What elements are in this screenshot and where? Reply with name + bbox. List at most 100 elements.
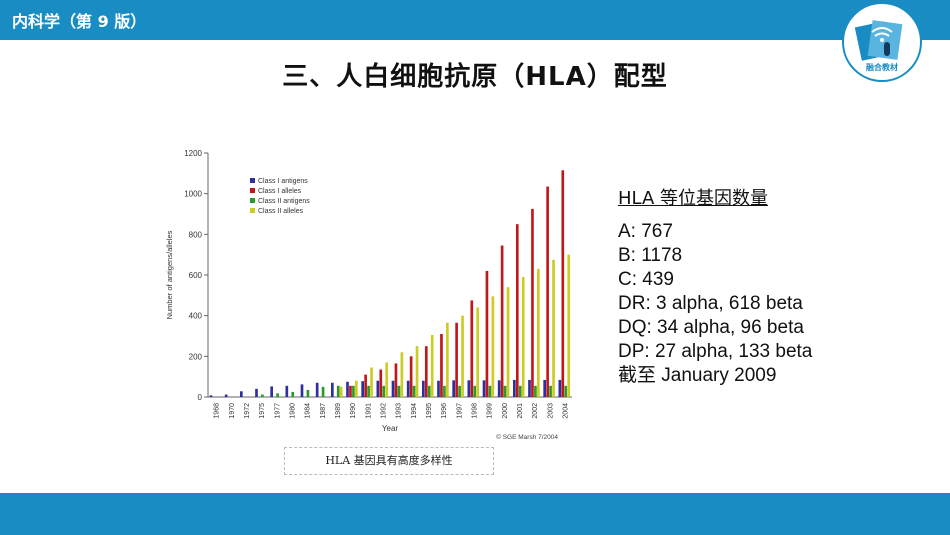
y-axis-title: Number of antigens/alleles [165,230,174,319]
x-tick-label: 1995 [426,403,433,419]
bar [437,380,440,397]
bar [306,389,310,397]
x-tick-label: 1997 [456,403,463,419]
hla-allele-chart: 0 200 400 600 800 1000 1200 1968 1970 1972 1975 197… [165,149,572,441]
bar [515,224,519,397]
y-tick-label: 0 [198,393,203,402]
bar [370,367,373,397]
allele-count-list: A: 767 B: 1178 C: 439 DR: 3 alpha, 618 b… [618,220,812,388]
bar [397,385,401,397]
y-tick-label: 600 [189,271,203,280]
x-tick-label: 1999 [487,403,494,419]
bar [339,386,343,397]
bar [567,254,571,397]
bar [300,384,304,397]
x-tick-label: 1993 [396,403,403,419]
bar [473,385,477,397]
book-title: 内科学（第 9 版） [12,12,147,31]
x-tick-label: 1987 [320,403,327,419]
bar [382,385,386,397]
bar [276,393,279,397]
bar [355,380,358,397]
allele-count-dr: DR: 3 alpha, 618 beta [618,293,803,314]
bar [331,382,334,397]
x-tick-label: 2001 [517,403,524,419]
bar [255,388,258,397]
bar [391,380,395,397]
bar [485,270,489,397]
chart-caption: HLA 基因具有高度多样性 [284,447,494,475]
bar [518,385,522,397]
bar [209,395,213,397]
bar [291,391,295,397]
bar [558,379,562,397]
bar [546,186,549,397]
bar [467,380,471,397]
legend-swatch [250,188,255,193]
bar [315,382,319,397]
x-tick-label: 1970 [229,403,236,419]
bar [406,380,410,397]
x-tick-label: 1972 [244,403,251,419]
textbook-logo: 融合教材 [842,2,922,82]
bottom-banner [0,493,950,535]
bar [376,380,380,397]
bar [440,333,443,397]
top-banner: 内科学（第 9 版） [0,0,950,40]
info-heading: HLA 等位基因数量 [618,188,769,209]
bar [379,369,383,397]
x-tick-label: 1990 [350,403,357,419]
bar [321,386,325,397]
bar [552,259,555,397]
x-tick-label: 1977 [274,403,281,419]
x-tick-label: 1994 [411,403,418,419]
bar [422,380,425,397]
bar [500,245,504,397]
bar [415,346,419,397]
bar [424,346,428,397]
bar [400,352,404,397]
x-tick-label: 1996 [441,403,448,419]
bar [443,385,446,397]
bar [367,385,370,397]
x-tick-label: 1998 [471,403,478,419]
bar [503,385,507,397]
x-axis-title: Year [382,424,399,433]
x-tick-label: 1989 [335,403,342,419]
bar [270,386,273,397]
bar [506,287,510,397]
slide-title: 三、人白细胞抗原（HLA）配型 [282,62,668,92]
x-tick-label: 1992 [380,403,387,419]
bar [349,385,352,397]
y-tick-label: 1200 [184,149,202,158]
allele-count-dp: DP: 27 alpha, 133 beta [618,341,813,362]
bar [364,374,367,397]
bar [476,307,480,397]
x-tick-label: 2004 [562,403,569,419]
bar [446,322,449,397]
bar [385,362,389,397]
bar [409,356,413,397]
y-tick-label: 1000 [184,190,202,199]
x-tick-label: 1980 [289,403,296,419]
bar [528,379,531,397]
bar [470,300,474,397]
x-tick-label: 1975 [259,403,266,419]
x-tick-label: 2002 [532,403,539,419]
bar [537,268,540,397]
x-tick-label: 1984 [305,403,312,419]
x-tick-label: 1968 [214,403,221,419]
bar [240,391,243,397]
bar [564,385,568,397]
bar [543,379,546,397]
bar [491,296,495,397]
bar [513,379,516,397]
y-tick-label: 200 [189,352,203,361]
bar [285,385,289,397]
bar [427,385,431,397]
bar [461,315,464,397]
bar [224,394,228,397]
bar [412,385,416,397]
legend-swatch [250,208,255,213]
x-tick-label: 1991 [365,403,372,419]
